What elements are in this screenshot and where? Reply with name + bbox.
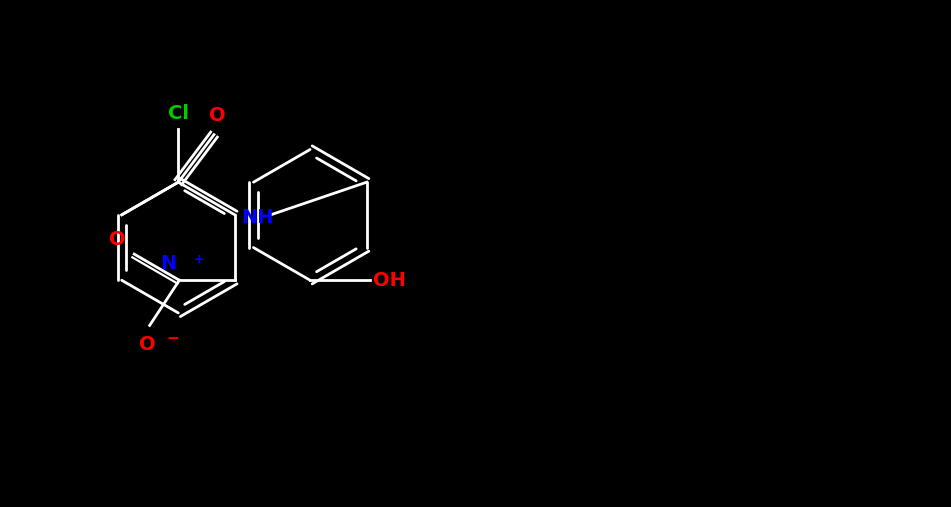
Text: +: + — [194, 253, 204, 266]
Text: O: O — [109, 230, 126, 249]
Text: −: − — [166, 332, 179, 346]
Text: N: N — [161, 254, 177, 273]
Text: O: O — [209, 106, 225, 125]
Text: OH: OH — [373, 271, 406, 289]
Text: NH: NH — [241, 208, 273, 227]
Text: Cl: Cl — [167, 104, 189, 123]
Text: O: O — [139, 335, 156, 354]
